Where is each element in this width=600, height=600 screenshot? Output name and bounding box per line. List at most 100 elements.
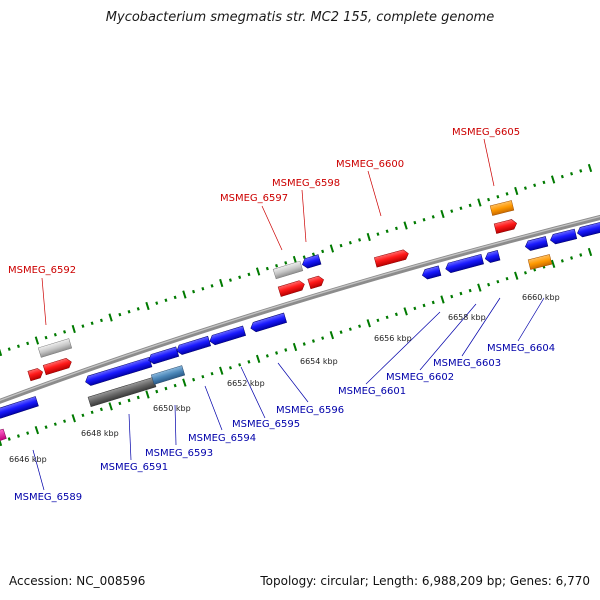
- tick-mark: [579, 169, 583, 173]
- reverse-tick-track: [0, 247, 593, 447]
- scale-labels: 6646 kbp 6648 kbp 6650 kbp 6652 kbp 6654…: [9, 293, 560, 464]
- tick-mark: [533, 183, 537, 188]
- gene-red-small[interactable]: [27, 367, 44, 382]
- tick-mark: [321, 249, 325, 254]
- gene-label[interactable]: MSMEG_6604: [487, 343, 555, 354]
- gene-label[interactable]: MSMEG_6595: [232, 419, 300, 430]
- pseudo-genes: [37, 260, 304, 358]
- tick-mark: [366, 319, 371, 328]
- gene-label[interactable]: MSMEG_6596: [276, 405, 344, 416]
- pseudo-gene-left[interactable]: [37, 338, 73, 358]
- tick-mark: [496, 194, 500, 199]
- gene-blue-upper-center[interactable]: [301, 254, 322, 270]
- tick-mark: [550, 259, 556, 269]
- tick-mark: [413, 220, 417, 225]
- tick-mark: [145, 301, 150, 311]
- tick-mark: [450, 294, 454, 299]
- genome-summary: Topology: circular; Length: 6,988,209 bp…: [260, 574, 590, 588]
- tick-mark: [366, 232, 371, 242]
- forward-genes: [27, 218, 518, 382]
- gene-label[interactable]: MSMEG_6592: [8, 265, 76, 276]
- gene-msmeg-6591[interactable]: [84, 356, 153, 386]
- gene-blue-6604a[interactable]: [524, 236, 549, 251]
- scale-label: 6658 kbp: [448, 313, 486, 322]
- tick-mark: [542, 180, 546, 185]
- gene-label[interactable]: MSMEG_6603: [433, 358, 501, 369]
- gene-label[interactable]: MSMEG_6598: [272, 178, 340, 189]
- tick-mark: [514, 186, 519, 196]
- tick-mark: [173, 383, 177, 388]
- tick-mark: [255, 267, 261, 276]
- tick-mark: [7, 347, 11, 351]
- gene-blue-6604b[interactable]: [549, 228, 578, 245]
- rna-gene-lower[interactable]: [527, 254, 553, 270]
- tick-mark: [192, 377, 196, 382]
- tick-mark: [7, 437, 11, 441]
- tick-mark: [587, 247, 593, 257]
- tick-mark: [34, 336, 40, 345]
- tick-mark: [311, 252, 315, 257]
- tick-mark: [81, 324, 85, 328]
- gene-label[interactable]: MSMEG_6602: [386, 372, 454, 383]
- gene-label[interactable]: MSMEG_6593: [145, 448, 213, 459]
- gene-msmeg-6600[interactable]: [373, 249, 409, 268]
- gene-msmeg-6596[interactable]: [249, 312, 287, 333]
- gene-msmeg-6593[interactable]: [150, 365, 186, 385]
- gene-label[interactable]: MSMEG_6594: [188, 433, 256, 444]
- tick-mark: [284, 348, 288, 352]
- tick-mark: [394, 226, 398, 231]
- gene-blue-6604c[interactable]: [576, 221, 600, 238]
- gene-msmeg-6605[interactable]: [493, 218, 518, 234]
- tick-mark: [238, 363, 242, 367]
- tick-mark: [329, 330, 335, 340]
- tick-mark: [255, 354, 261, 364]
- tick-mark: [0, 348, 3, 357]
- tick-mark: [413, 306, 417, 311]
- gene-label-leaders: [32, 138, 545, 491]
- gene-msmeg-6592[interactable]: [42, 357, 73, 376]
- gene-label[interactable]: MSMEG_6591: [100, 462, 168, 473]
- tick-mark: [579, 253, 583, 257]
- tick-mark: [201, 286, 205, 291]
- tick-mark: [284, 261, 288, 265]
- gene-msmeg-6597[interactable]: [277, 279, 306, 297]
- scale-label: 6652 kbp: [227, 379, 265, 388]
- tick-mark: [238, 275, 242, 280]
- tick-mark: [44, 335, 48, 340]
- tick-mark: [570, 256, 574, 260]
- gene-msmeg-6595[interactable]: [208, 325, 246, 346]
- gene-msmeg-6601[interactable]: [421, 265, 442, 280]
- tick-mark: [587, 163, 593, 173]
- tick-mark: [348, 240, 352, 245]
- tick-mark: [219, 278, 224, 288]
- gene-label[interactable]: MSMEG_6601: [338, 386, 406, 397]
- tick-mark: [358, 324, 362, 328]
- gene-label[interactable]: MSMEG_6605: [452, 127, 520, 138]
- tick-mark: [302, 255, 306, 259]
- tick-mark: [173, 295, 177, 300]
- tick-mark: [275, 263, 279, 268]
- rna-gene-upper[interactable]: [489, 200, 515, 216]
- tick-mark: [459, 291, 463, 296]
- gene-msmeg-6602[interactable]: [444, 253, 484, 273]
- gene-label[interactable]: MSMEG_6589: [14, 492, 82, 503]
- tick-mark: [477, 198, 482, 207]
- tick-mark: [422, 303, 426, 308]
- gene-magenta-edge[interactable]: [0, 428, 7, 442]
- tick-mark: [265, 266, 269, 271]
- tick-mark: [339, 330, 343, 334]
- tick-mark: [34, 425, 40, 435]
- tick-mark: [16, 344, 20, 349]
- tick-mark: [16, 434, 20, 438]
- gene-label[interactable]: MSMEG_6597: [220, 193, 288, 204]
- tick-mark: [496, 279, 500, 284]
- tick-mark: [348, 327, 352, 331]
- gene-label[interactable]: MSMEG_6600: [336, 159, 404, 170]
- gene-msmeg-6598[interactable]: [307, 275, 325, 290]
- gene-msmeg-6594[interactable]: [175, 335, 212, 356]
- gene-blue-far-left[interactable]: [0, 396, 39, 419]
- pseudo-gene-center[interactable]: [272, 260, 304, 280]
- gene-msmeg-6603[interactable]: [484, 250, 501, 263]
- tick-mark: [63, 419, 67, 423]
